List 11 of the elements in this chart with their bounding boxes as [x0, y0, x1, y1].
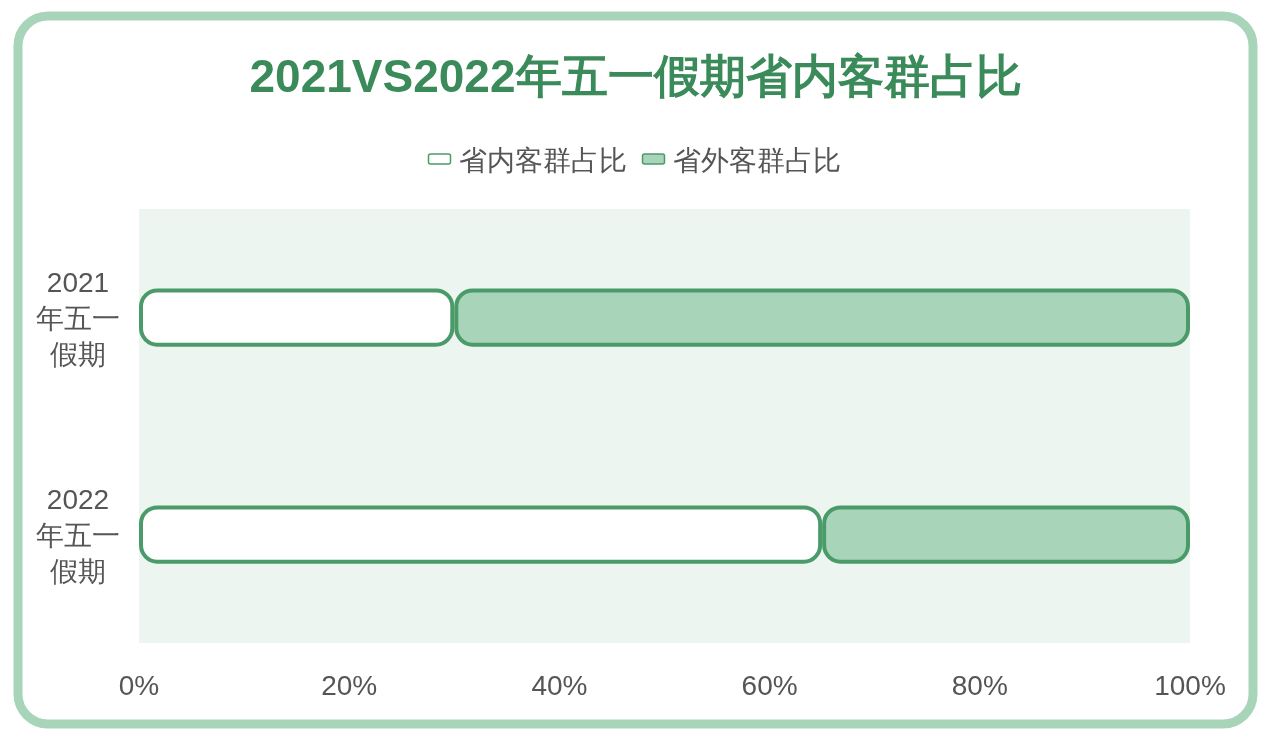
y-tick-label: 2022年五一假期	[36, 483, 120, 587]
x-tick-label: 100%	[1154, 670, 1226, 701]
x-tick-label: 80%	[951, 670, 1008, 701]
x-tick-label: 40%	[531, 670, 588, 701]
y-tick-label: 2021年五一假期	[36, 266, 120, 370]
x-tick-label: 20%	[321, 670, 378, 701]
x-tick-label: 60%	[741, 670, 798, 701]
chart-title: 2021VS2022年五一假期省内客群占比	[249, 50, 1022, 102]
x-tick-label: 0%	[118, 670, 160, 701]
legend-label: 省内客群占比	[458, 145, 627, 176]
legend-label: 省外客群占比	[672, 145, 841, 176]
